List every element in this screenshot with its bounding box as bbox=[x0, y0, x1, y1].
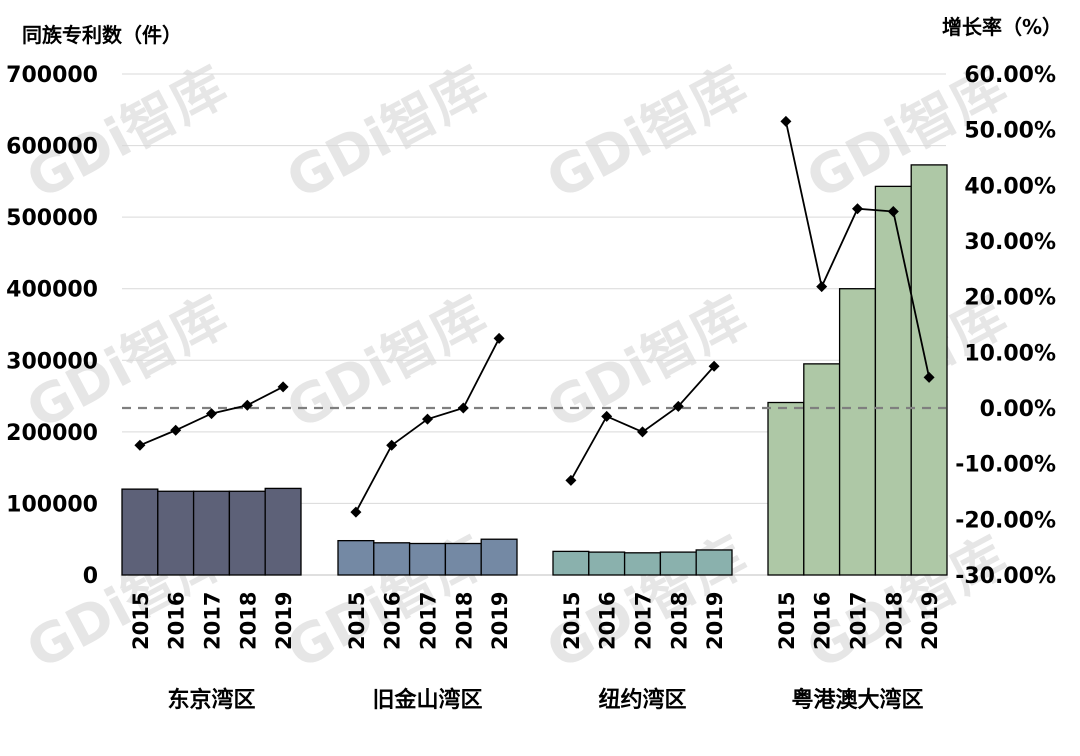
right-axis-ticks: 60.00% 50.00% 40.00% 30.00% 20.00% 10.00% 0.00… bbox=[955, 63, 1056, 589]
left-tick-label: 200000 bbox=[6, 421, 98, 446]
group-label: 纽约湾区 bbox=[598, 687, 686, 713]
right-tick-label: 10.00% bbox=[964, 341, 1056, 366]
growth-point bbox=[672, 400, 684, 412]
right-axis-title: 增长率（%） bbox=[942, 15, 1062, 39]
growth-point bbox=[708, 360, 720, 372]
bar bbox=[157, 490, 195, 576]
growth-point bbox=[170, 424, 182, 436]
group-label: 旧金山湾区 bbox=[372, 687, 482, 713]
left-tick-label: 500000 bbox=[6, 206, 98, 231]
bar bbox=[337, 539, 375, 576]
right-tick-label: 20.00% bbox=[964, 286, 1056, 311]
watermark-text: GDi智库 bbox=[277, 55, 497, 212]
growth-point bbox=[206, 408, 217, 420]
left-tick-label: 700000 bbox=[6, 63, 98, 88]
bar bbox=[552, 550, 590, 576]
bar bbox=[910, 164, 948, 576]
bar bbox=[623, 552, 662, 576]
year-tick-label: 2018 bbox=[667, 592, 691, 650]
left-axis-ticks: 700000 600000 500000 400000 300000 200000 1000… bbox=[6, 63, 98, 589]
left-tick-label: 400000 bbox=[6, 278, 98, 303]
left-tick-label: 600000 bbox=[6, 135, 98, 160]
growth-point bbox=[637, 426, 648, 438]
growth-point bbox=[241, 399, 253, 411]
bar bbox=[588, 551, 626, 576]
year-tick-label: 2017 bbox=[847, 592, 871, 650]
growth-point bbox=[386, 439, 398, 451]
year-tick-label: 2019 bbox=[918, 592, 942, 650]
bar bbox=[373, 542, 411, 576]
bar bbox=[838, 288, 877, 576]
right-tick-label: 30.00% bbox=[964, 230, 1056, 255]
year-tick-label: 2018 bbox=[452, 592, 476, 650]
right-tick-label: -20.00% bbox=[955, 508, 1056, 533]
right-tick-label: 40.00% bbox=[964, 174, 1056, 199]
year-tick-label: 2017 bbox=[417, 592, 441, 650]
watermark-text: GDi智库 bbox=[277, 285, 497, 442]
bar bbox=[874, 185, 912, 576]
right-tick-label: 0.00% bbox=[980, 397, 1056, 422]
x-axis-labels: 2015 2016 2017 2018 2019 东京湾区 2015 2016 2017 2018… bbox=[129, 592, 942, 713]
year-tick-label: 2019 bbox=[488, 592, 512, 650]
growth-point bbox=[852, 203, 863, 215]
year-tick-label: 2016 bbox=[811, 592, 835, 650]
year-tick-label: 2019 bbox=[272, 592, 296, 650]
right-tick-label: 60.00% bbox=[964, 63, 1056, 88]
growth-point bbox=[277, 381, 289, 393]
watermark-text: GDi智库 bbox=[537, 285, 757, 442]
left-tick-label: 300000 bbox=[6, 349, 98, 374]
bar-series bbox=[121, 164, 948, 576]
year-tick-label: 2019 bbox=[703, 592, 727, 650]
growth-rate-series bbox=[134, 115, 935, 518]
watermark-text: GDi智库 bbox=[537, 55, 757, 212]
growth-point bbox=[457, 402, 469, 414]
right-tick-label: 50.00% bbox=[964, 119, 1056, 144]
bar bbox=[659, 551, 697, 576]
year-tick-label: 2016 bbox=[381, 592, 405, 650]
bar bbox=[264, 487, 302, 576]
bar bbox=[192, 490, 231, 576]
bar bbox=[121, 488, 159, 576]
year-tick-label: 2017 bbox=[632, 592, 656, 650]
gridlines bbox=[122, 73, 946, 576]
year-tick-label: 2015 bbox=[775, 592, 799, 650]
right-tick-label: -30.00% bbox=[955, 564, 1056, 589]
growth-point bbox=[493, 332, 505, 344]
growth-point bbox=[887, 205, 899, 217]
year-tick-label: 2015 bbox=[129, 592, 153, 650]
year-tick-label: 2015 bbox=[345, 592, 369, 650]
bar bbox=[695, 549, 733, 576]
growth-point bbox=[565, 474, 577, 486]
year-tick-label: 2018 bbox=[236, 592, 260, 650]
bar bbox=[480, 538, 518, 576]
growth-point bbox=[601, 410, 613, 422]
growth-point bbox=[780, 115, 792, 127]
bar bbox=[408, 542, 447, 576]
group-label: 粤港澳大湾区 bbox=[791, 687, 923, 713]
bar bbox=[444, 542, 482, 576]
growth-point bbox=[134, 439, 146, 451]
year-tick-label: 2018 bbox=[882, 592, 906, 650]
bar bbox=[803, 363, 841, 576]
right-tick-label: -10.00% bbox=[955, 453, 1056, 478]
group-label: 东京湾区 bbox=[167, 687, 255, 713]
bar bbox=[767, 401, 805, 576]
growth-point bbox=[923, 371, 935, 383]
left-tick-label: 100000 bbox=[6, 492, 98, 517]
left-axis-title: 同族专利数（件） bbox=[22, 23, 182, 47]
bar bbox=[228, 490, 266, 576]
year-tick-label: 2016 bbox=[596, 592, 620, 650]
year-tick-label: 2016 bbox=[165, 592, 189, 650]
year-tick-label: 2017 bbox=[201, 592, 225, 650]
left-tick-label: 0 bbox=[83, 564, 98, 589]
year-tick-label: 2015 bbox=[560, 592, 584, 650]
growth-point bbox=[816, 281, 828, 293]
growth-point bbox=[422, 413, 433, 425]
growth-point bbox=[350, 506, 362, 518]
